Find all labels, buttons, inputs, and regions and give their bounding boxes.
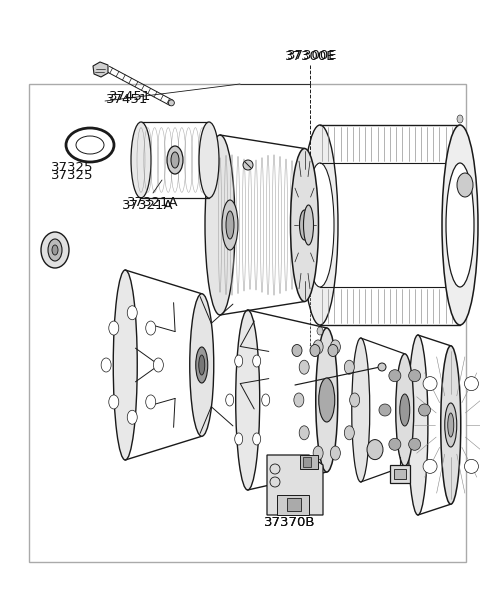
Ellipse shape <box>330 340 340 354</box>
Ellipse shape <box>442 125 478 325</box>
Ellipse shape <box>76 136 104 154</box>
Ellipse shape <box>303 205 313 245</box>
Circle shape <box>465 459 479 474</box>
Ellipse shape <box>290 149 319 302</box>
Ellipse shape <box>226 211 234 239</box>
Circle shape <box>389 369 401 382</box>
Text: 37321A: 37321A <box>127 196 179 208</box>
Ellipse shape <box>146 395 156 409</box>
Ellipse shape <box>131 122 151 198</box>
Ellipse shape <box>302 125 338 325</box>
Ellipse shape <box>313 446 323 460</box>
Ellipse shape <box>48 239 62 261</box>
Ellipse shape <box>109 395 119 409</box>
Bar <box>390 465 410 483</box>
Ellipse shape <box>349 393 360 407</box>
Ellipse shape <box>226 394 234 406</box>
Text: 37370B: 37370B <box>264 516 316 530</box>
Polygon shape <box>93 62 108 77</box>
Ellipse shape <box>109 321 119 335</box>
Ellipse shape <box>252 433 261 445</box>
Ellipse shape <box>306 163 334 287</box>
Ellipse shape <box>52 245 58 255</box>
Ellipse shape <box>167 146 183 174</box>
Ellipse shape <box>292 345 302 356</box>
Circle shape <box>168 100 174 106</box>
Text: 37451: 37451 <box>106 92 148 105</box>
Text: 37300E: 37300E <box>287 49 337 61</box>
Ellipse shape <box>127 306 137 320</box>
Text: 37325: 37325 <box>51 161 93 174</box>
Circle shape <box>423 459 437 474</box>
Ellipse shape <box>41 232 69 268</box>
Ellipse shape <box>441 346 461 504</box>
Ellipse shape <box>330 446 340 460</box>
Ellipse shape <box>310 345 320 356</box>
Bar <box>394 469 406 479</box>
Polygon shape <box>267 455 323 515</box>
Circle shape <box>270 477 280 487</box>
Ellipse shape <box>222 200 238 250</box>
Circle shape <box>423 377 437 391</box>
Circle shape <box>408 439 420 450</box>
Ellipse shape <box>299 426 309 440</box>
Ellipse shape <box>196 347 208 383</box>
Ellipse shape <box>146 321 156 335</box>
Ellipse shape <box>235 355 243 367</box>
Circle shape <box>389 439 401 450</box>
Ellipse shape <box>300 210 310 240</box>
Ellipse shape <box>328 345 338 356</box>
Text: 37321A: 37321A <box>122 199 174 211</box>
Ellipse shape <box>154 358 163 372</box>
Ellipse shape <box>235 433 243 445</box>
Circle shape <box>379 404 391 416</box>
Ellipse shape <box>396 354 414 466</box>
Ellipse shape <box>294 393 304 407</box>
Ellipse shape <box>199 355 205 375</box>
Text: 37325: 37325 <box>51 168 93 181</box>
Ellipse shape <box>445 403 457 447</box>
Ellipse shape <box>446 163 474 287</box>
Text: 37370B: 37370B <box>264 516 316 530</box>
Circle shape <box>378 363 386 371</box>
Ellipse shape <box>113 270 137 460</box>
Ellipse shape <box>127 410 137 424</box>
Ellipse shape <box>190 294 214 436</box>
Ellipse shape <box>236 310 260 490</box>
Ellipse shape <box>344 426 354 440</box>
Ellipse shape <box>262 394 270 406</box>
Bar <box>303 457 311 467</box>
Ellipse shape <box>66 128 114 162</box>
Circle shape <box>270 464 280 474</box>
Ellipse shape <box>457 173 473 197</box>
Ellipse shape <box>319 378 335 422</box>
Circle shape <box>419 404 431 416</box>
Ellipse shape <box>400 394 410 426</box>
Ellipse shape <box>101 358 111 372</box>
Ellipse shape <box>457 115 463 123</box>
Ellipse shape <box>408 335 428 515</box>
Ellipse shape <box>344 360 354 374</box>
Ellipse shape <box>252 355 261 367</box>
Ellipse shape <box>199 122 219 198</box>
Bar <box>300 455 318 469</box>
Text: 37451: 37451 <box>109 89 151 102</box>
Ellipse shape <box>299 360 309 374</box>
Bar <box>277 495 309 515</box>
Ellipse shape <box>317 327 323 335</box>
Ellipse shape <box>448 413 454 437</box>
Ellipse shape <box>316 328 338 472</box>
Bar <box>287 498 301 511</box>
Ellipse shape <box>367 440 383 459</box>
Circle shape <box>465 377 479 391</box>
Ellipse shape <box>313 340 323 354</box>
Ellipse shape <box>171 152 179 168</box>
Ellipse shape <box>352 338 370 482</box>
Circle shape <box>408 369 420 382</box>
Circle shape <box>243 160 253 170</box>
Bar <box>29 84 466 562</box>
Text: 37300E: 37300E <box>285 49 335 62</box>
Ellipse shape <box>205 135 235 315</box>
